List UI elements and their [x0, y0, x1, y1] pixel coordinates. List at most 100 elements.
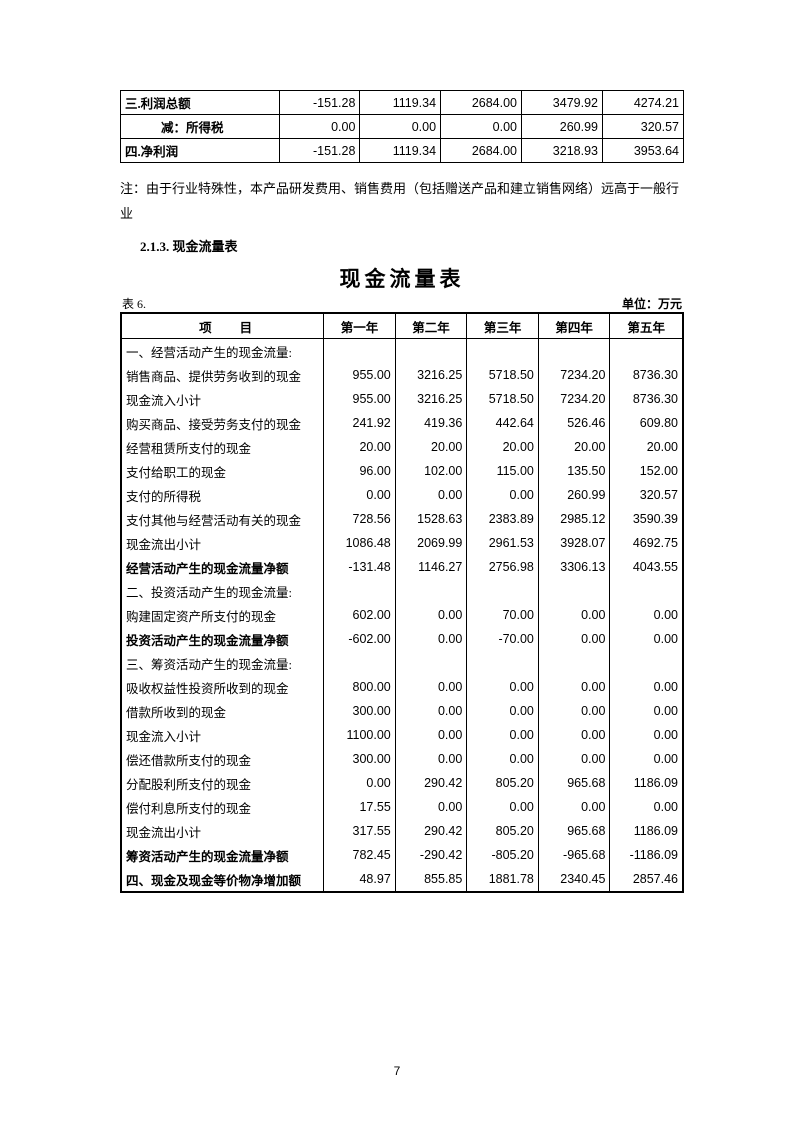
row-label: 购买商品、接受劳务支付的现金	[121, 411, 324, 435]
cell-value: 2069.99	[395, 531, 467, 555]
cell-value: 602.00	[324, 603, 396, 627]
cell-value: 0.00	[395, 699, 467, 723]
cell-value: 782.45	[324, 843, 396, 867]
cell-value: 0.00	[467, 675, 539, 699]
cell-value	[538, 339, 610, 364]
profit-summary-table: 三.利润总额-151.281119.342684.003479.924274.2…	[120, 90, 684, 163]
row-label: 分配股利所支付的现金	[121, 771, 324, 795]
row-label: 现金流入小计	[121, 387, 324, 411]
row-label: 现金流出小计	[121, 819, 324, 843]
cell-value: 152.00	[610, 459, 683, 483]
table-row: 现金流入小计955.003216.255718.507234.208736.30	[121, 387, 683, 411]
table-row: 三.利润总额-151.281119.342684.003479.924274.2…	[121, 91, 684, 115]
row-label: 经营租赁所支付的现金	[121, 435, 324, 459]
cell-value: 0.00	[395, 675, 467, 699]
cell-value: 20.00	[610, 435, 683, 459]
header-year-2: 第二年	[395, 313, 467, 339]
cell-value: 2684.00	[441, 91, 522, 115]
cell-value	[395, 339, 467, 364]
cell-value: -131.48	[324, 555, 396, 579]
cell-value: 0.00	[538, 627, 610, 651]
cell-value: 526.46	[538, 411, 610, 435]
cell-value: 0.00	[441, 115, 522, 139]
table-row: 现金流出小计1086.482069.992961.533928.074692.7…	[121, 531, 683, 555]
cell-value: 3590.39	[610, 507, 683, 531]
cell-value: 0.00	[538, 603, 610, 627]
cell-value: 3216.25	[395, 363, 467, 387]
cell-value: 96.00	[324, 459, 396, 483]
table-row: 销售商品、提供劳务收到的现金955.003216.255718.507234.2…	[121, 363, 683, 387]
table-row: 支付的所得税0.000.000.00260.99320.57	[121, 483, 683, 507]
cell-value: 0.00	[467, 483, 539, 507]
table-row: 二、投资活动产生的现金流量:	[121, 579, 683, 603]
cell-value: 0.00	[538, 675, 610, 699]
table-row: 现金流入小计1100.000.000.000.000.00	[121, 723, 683, 747]
cashflow-table: 项目 第一年 第二年 第三年 第四年 第五年 一、经营活动产生的现金流量:销售商…	[120, 312, 684, 893]
cell-value: 1881.78	[467, 867, 539, 892]
cell-value: 320.57	[602, 115, 683, 139]
cell-value: 1528.63	[395, 507, 467, 531]
cell-value: 0.00	[610, 675, 683, 699]
cell-value: 290.42	[395, 771, 467, 795]
row-label: 减：所得税	[121, 115, 280, 139]
cell-value: 317.55	[324, 819, 396, 843]
cell-value: 965.68	[538, 819, 610, 843]
cell-value: 0.00	[610, 747, 683, 771]
unit-label: 单位：万元	[622, 295, 682, 312]
cell-value: 3928.07	[538, 531, 610, 555]
note-text: 注：由于行业特殊性，本产品研发费用、销售费用（包括赠送产品和建立销售网络）远高于…	[120, 177, 684, 226]
cell-value: 0.00	[610, 699, 683, 723]
cell-value: 2383.89	[467, 507, 539, 531]
row-label: 四.净利润	[121, 139, 280, 163]
cell-value: 2756.98	[467, 555, 539, 579]
table-row: 购建固定资产所支付的现金602.000.0070.000.000.00	[121, 603, 683, 627]
table-row: 减：所得税0.000.000.00260.99320.57	[121, 115, 684, 139]
row-label: 现金流入小计	[121, 723, 324, 747]
cell-value: 8736.30	[610, 363, 683, 387]
cell-value	[610, 339, 683, 364]
cell-value: 5718.50	[467, 363, 539, 387]
row-label: 销售商品、提供劳务收到的现金	[121, 363, 324, 387]
cell-value: 20.00	[538, 435, 610, 459]
cell-value: 955.00	[324, 363, 396, 387]
cell-value: 805.20	[467, 819, 539, 843]
row-label: 支付给职工的现金	[121, 459, 324, 483]
cell-value: -805.20	[467, 843, 539, 867]
cell-value: 1186.09	[610, 771, 683, 795]
table-row: 一、经营活动产生的现金流量:	[121, 339, 683, 364]
cell-value: 0.00	[324, 771, 396, 795]
cell-value: 800.00	[324, 675, 396, 699]
cell-value: 290.42	[395, 819, 467, 843]
cell-value: -1186.09	[610, 843, 683, 867]
header-year-3: 第三年	[467, 313, 539, 339]
cell-value: 17.55	[324, 795, 396, 819]
cell-value	[467, 651, 539, 675]
cell-value: 300.00	[324, 747, 396, 771]
table-row: 偿还借款所支付的现金300.000.000.000.000.00	[121, 747, 683, 771]
cell-value: 115.00	[467, 459, 539, 483]
row-label: 偿付利息所支付的现金	[121, 795, 324, 819]
cell-value: 0.00	[279, 115, 359, 139]
cell-value: 965.68	[538, 771, 610, 795]
table-row: 筹资活动产生的现金流量净额782.45-290.42-805.20-965.68…	[121, 843, 683, 867]
cell-value: 0.00	[467, 699, 539, 723]
table-row: 分配股利所支付的现金0.00290.42805.20965.681186.09	[121, 771, 683, 795]
cell-value: 4274.21	[602, 91, 683, 115]
cell-value: 0.00	[610, 723, 683, 747]
cell-value: 0.00	[610, 627, 683, 651]
cell-value: 955.00	[324, 387, 396, 411]
row-label: 经营活动产生的现金流量净额	[121, 555, 324, 579]
row-label: 支付其他与经营活动有关的现金	[121, 507, 324, 531]
cell-value: 0.00	[324, 483, 396, 507]
table-caption-row: 表 6. 单位：万元	[122, 295, 682, 312]
cell-value: -70.00	[467, 627, 539, 651]
row-label: 偿还借款所支付的现金	[121, 747, 324, 771]
header-year-4: 第四年	[538, 313, 610, 339]
cell-value	[324, 651, 396, 675]
cell-value	[610, 579, 683, 603]
subsection-heading: 2.1.3. 现金流量表	[140, 236, 684, 255]
cell-value: 320.57	[610, 483, 683, 507]
row-label: 吸收权益性投资所收到的现金	[121, 675, 324, 699]
cell-value: 1100.00	[324, 723, 396, 747]
cell-value: 855.85	[395, 867, 467, 892]
